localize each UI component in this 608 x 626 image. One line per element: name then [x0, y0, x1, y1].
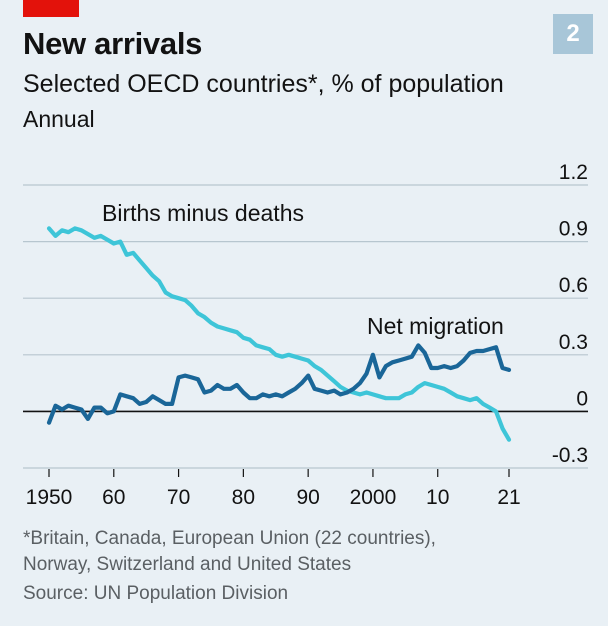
- footnote-line-2: Norway, Switzerland and United States: [23, 554, 352, 575]
- series-lines: [46, 226, 512, 442]
- x-tick-label: 90: [296, 486, 319, 509]
- chart-subtitle: Selected OECD countries*, % of populatio…: [23, 70, 504, 98]
- annotation-net-migration: Net migration: [367, 313, 504, 339]
- series-line-births-minus-deaths: [46, 226, 512, 442]
- series-annotations: Births minus deaths Net migration: [102, 200, 504, 339]
- chart-number-badge: 2: [553, 14, 593, 54]
- x-tick-label: 21: [497, 486, 520, 509]
- chart-title: New arrivals: [23, 26, 203, 61]
- series-line-net-migration: [46, 343, 512, 425]
- source-note: Source: UN Population Division: [23, 583, 289, 604]
- chart-frequency: Annual: [23, 106, 95, 132]
- x-axis-ticks: 1950 60 70 80 90 2000 10 21: [26, 469, 521, 509]
- annotation-births-minus-deaths: Births minus deaths: [102, 200, 304, 226]
- y-axis-tick-labels: 1.2 0.9 0.6 0.3 0 -0.3: [552, 161, 588, 467]
- y-tick-label: 0.3: [559, 331, 588, 354]
- x-tick-label: 1950: [26, 486, 73, 509]
- y-tick-label: -0.3: [552, 444, 588, 467]
- y-tick-label: 0: [576, 387, 588, 410]
- brand-red-tag: [23, 0, 79, 17]
- footnote-line-1: *Britain, Canada, European Union (22 cou…: [23, 528, 436, 549]
- line-chart: 1.2 0.9 0.6 0.3 0 -0.3 1950 60 70 80 90 2000 10 21 B…: [23, 161, 588, 509]
- x-tick-label: 10: [426, 486, 449, 509]
- x-tick-label: 80: [232, 486, 255, 509]
- x-tick-label: 2000: [350, 486, 397, 509]
- y-tick-label: 1.2: [559, 161, 588, 184]
- y-tick-label: 0.9: [559, 218, 588, 241]
- x-tick-label: 60: [102, 486, 125, 509]
- x-tick-label: 70: [167, 486, 190, 509]
- y-tick-label: 0.6: [559, 274, 588, 297]
